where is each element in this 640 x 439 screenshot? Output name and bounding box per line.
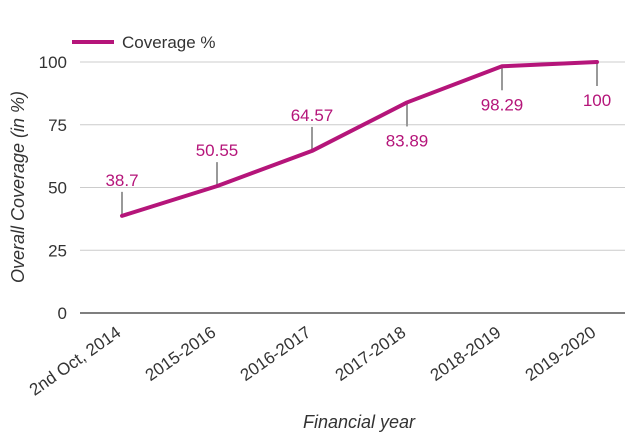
data-label: 50.55 — [196, 141, 239, 160]
x-axis-ticks: 2nd Oct, 2014 2015-2016 2016-2017 2017-2018… — [26, 323, 599, 400]
y-tick-label: 0 — [58, 304, 67, 323]
legend-label: Coverage % — [122, 33, 216, 52]
gridlines — [80, 61, 625, 314]
data-label: 98.29 — [481, 95, 524, 114]
y-axis-ticks: 0 25 50 75 100 — [39, 53, 67, 323]
x-tick-label: 2018-2019 — [427, 323, 505, 385]
y-tick-label: 50 — [48, 179, 67, 198]
y-tick-label: 75 — [48, 116, 67, 135]
y-tick-label: 25 — [48, 241, 67, 260]
data-label: 38.7 — [105, 171, 138, 190]
data-label: 83.89 — [386, 131, 429, 150]
data-label: 64.57 — [291, 106, 334, 125]
series-line-coverage — [120, 60, 599, 218]
label-leader-lines — [121, 62, 598, 216]
y-axis-title: Overall Coverage (in %) — [8, 91, 28, 283]
x-tick-label: 2015-2016 — [142, 323, 220, 385]
legend: Coverage % — [72, 33, 216, 52]
data-labels: 38.7 50.55 64.57 83.89 98.29 100 — [105, 91, 611, 190]
y-tick-label: 100 — [39, 53, 67, 72]
x-axis-title: Financial year — [303, 412, 416, 432]
x-tick-label: 2017-2018 — [332, 323, 410, 385]
x-tick-label: 2nd Oct, 2014 — [26, 323, 124, 400]
series-lines — [120, 60, 599, 218]
x-tick-label: 2019-2020 — [522, 323, 600, 385]
x-tick-label: 2016-2017 — [237, 323, 315, 385]
data-label: 100 — [583, 91, 611, 110]
